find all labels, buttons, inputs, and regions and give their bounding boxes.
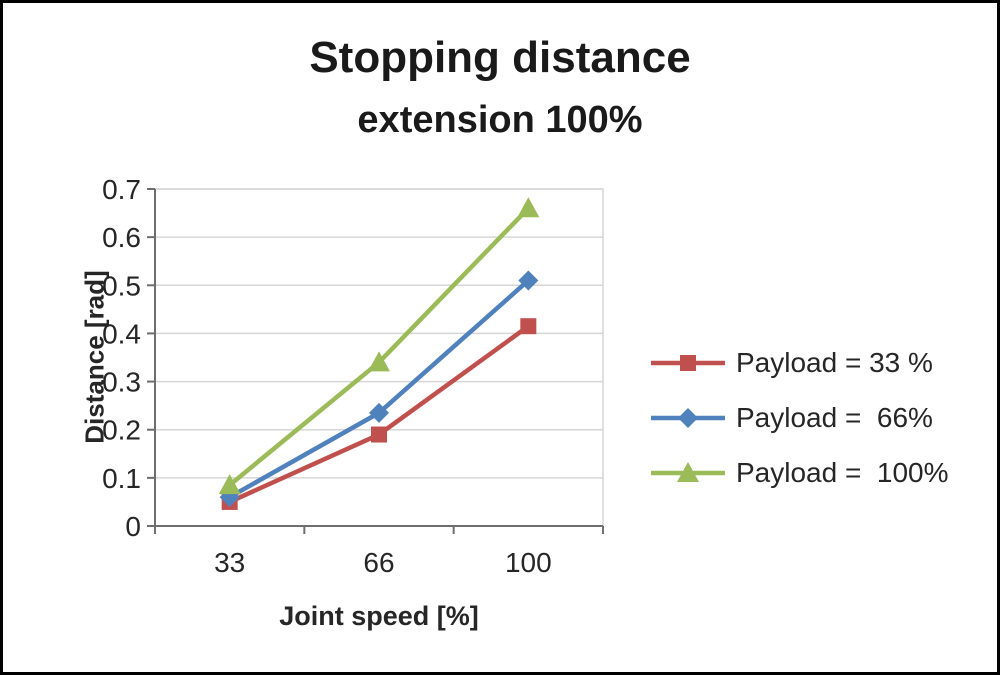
marker-triangle-icon	[218, 474, 241, 495]
marker-square-icon	[680, 355, 696, 371]
legend: Payload = 33 % Payload = 66% Payload = 1…	[648, 343, 949, 493]
marker-square-icon	[520, 318, 537, 335]
y-tick-label: 0.3	[102, 367, 141, 398]
y-tick-label: 0	[125, 511, 141, 542]
series-line	[228, 278, 530, 500]
legend-label: Payload = 66%	[736, 402, 933, 433]
marker-diamond-icon	[678, 408, 698, 428]
chart-subtitle: extension 100%	[357, 99, 643, 141]
marker-diamond-icon	[369, 402, 389, 423]
marker-square-icon	[371, 426, 387, 443]
marker-triangle-icon	[677, 462, 699, 482]
y-axis-title: Distance [rad]	[79, 270, 110, 444]
legend-item-payload-33: Payload = 33 %	[648, 343, 949, 383]
legend-item-payload-100: Payload = 100%	[648, 453, 949, 493]
y-tick-label: 0.6	[102, 222, 141, 253]
plot-area: 0 0.1 0.2 0.3 0.4 0.5 0.6 0.7 33 66 100	[102, 174, 604, 578]
legend-item-payload-66: Payload = 66%	[648, 398, 949, 438]
y-tick-label: 0.2	[102, 415, 141, 446]
y-tick-label: 0.7	[102, 174, 141, 205]
x-tick-label: 33	[214, 547, 245, 578]
chart-title: Stopping distance	[309, 33, 691, 82]
y-tick-label: 0.5	[102, 270, 141, 301]
legend-label: Payload = 33 %	[736, 347, 933, 378]
marker-diamond-icon	[518, 270, 539, 291]
x-axis-title: Joint speed [%]	[279, 601, 479, 631]
legend-triangle-marker-icon	[651, 462, 725, 482]
legend-square-marker-icon	[651, 355, 725, 371]
legend-diamond-marker-icon	[651, 408, 725, 428]
x-tick-label: 100	[505, 547, 552, 578]
marker-triangle-icon	[517, 197, 540, 218]
marker-triangle-icon	[368, 351, 390, 372]
legend-label: Payload = 100%	[736, 457, 949, 488]
series-line	[228, 206, 530, 487]
y-tick-label: 0.4	[102, 318, 141, 349]
x-tick-label: 66	[363, 547, 394, 578]
y-tick-label: 0.1	[102, 463, 141, 494]
